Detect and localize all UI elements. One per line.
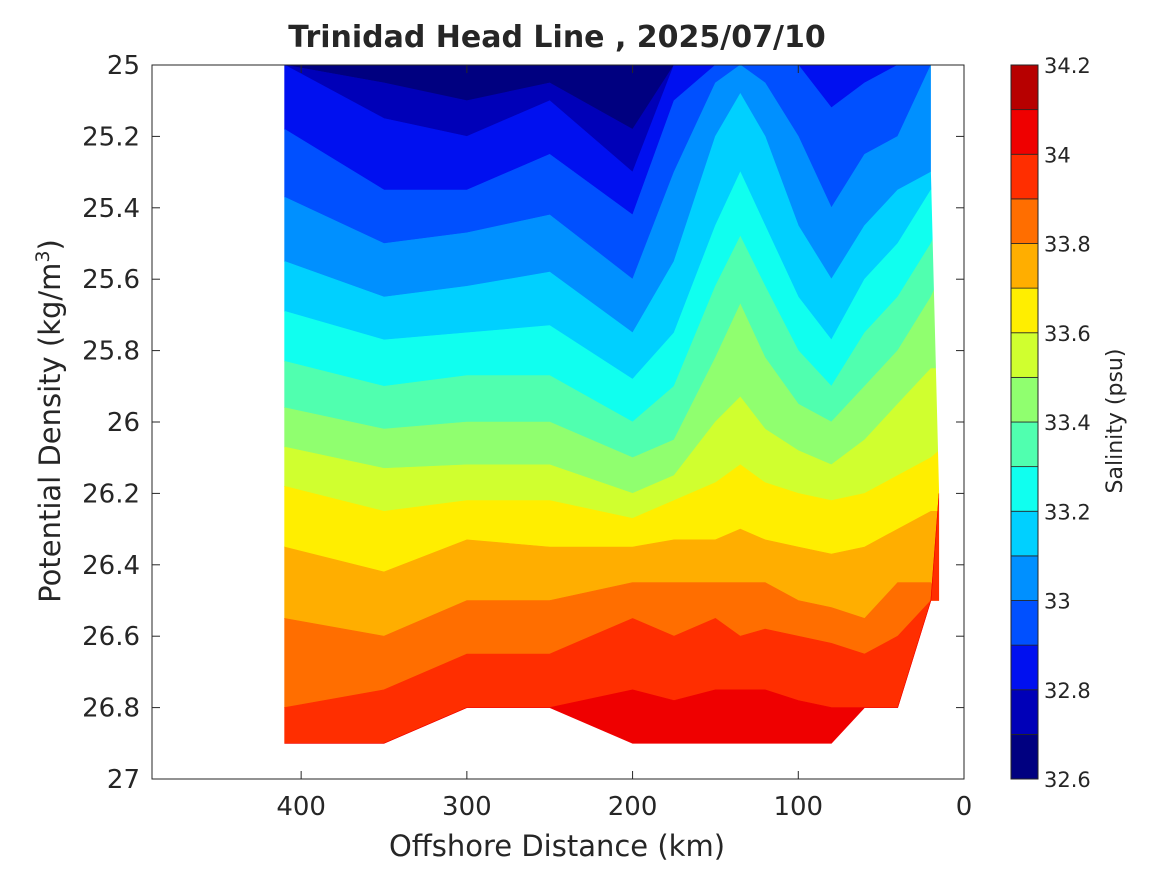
y-tick-label: 26.2 bbox=[82, 479, 140, 509]
colorbar-tick-label: 34 bbox=[1044, 143, 1071, 167]
x-tick-label: 400 bbox=[276, 792, 326, 822]
colorbar-segment bbox=[1010, 689, 1039, 735]
y-tick-label: 26.6 bbox=[82, 622, 140, 652]
y-tick-label: 25.8 bbox=[82, 337, 140, 367]
colorbar-segment bbox=[1010, 600, 1039, 646]
colorbar-tick-label: 32.6 bbox=[1044, 768, 1091, 792]
colorbar-segment bbox=[1010, 153, 1039, 200]
colorbar-segment bbox=[1010, 466, 1039, 512]
y-axis-label-suffix: ) bbox=[33, 239, 67, 250]
colorbar-tick-label: 33.2 bbox=[1044, 500, 1091, 524]
y-tick-label: 26.8 bbox=[82, 694, 140, 724]
x-tick-label: 200 bbox=[608, 792, 658, 822]
colorbar-tick-label: 33.8 bbox=[1044, 233, 1091, 257]
y-axis-label-main: Potential Density (kg/m bbox=[33, 263, 67, 603]
x-axis-label: Offshore Distance (km) bbox=[389, 829, 725, 863]
chart-title: Trinidad Head Line , 2025/07/10 bbox=[288, 20, 825, 55]
colorbar-segment bbox=[1010, 287, 1039, 334]
y-tick-label: 26.4 bbox=[82, 551, 140, 581]
colorbar-segment bbox=[1010, 644, 1039, 691]
colorbar-tick-label: 33.6 bbox=[1044, 322, 1091, 346]
colorbar-segment bbox=[1010, 555, 1039, 601]
colorbar-tick-label: 34.2 bbox=[1044, 54, 1091, 78]
salinity-contour-fills bbox=[284, 64, 940, 744]
colorbar-segment bbox=[1010, 198, 1039, 244]
y-axis-label-superscript: 3 bbox=[32, 250, 54, 262]
colorbar-segment bbox=[1010, 421, 1039, 468]
y-tick-label: 27 bbox=[107, 765, 140, 795]
colorbar-ticks: 32.6 32.8 33 33.2 33.4 33.6 33.8 34 34.2 bbox=[1044, 54, 1091, 792]
colorbar-frame bbox=[1010, 64, 1039, 780]
y-axis-ticks: 25 25.2 25.4 25.6 25.8 26 26.2 26.4 26.6 26.8 27 bbox=[82, 51, 964, 795]
coastal-mask bbox=[930, 65, 964, 779]
colorbar-segment bbox=[1010, 64, 1039, 111]
colorbar-segment bbox=[1010, 376, 1039, 423]
colorbar bbox=[1010, 64, 1039, 780]
x-tick-label: 300 bbox=[442, 792, 492, 822]
colorbar-tick-label: 33 bbox=[1044, 590, 1071, 614]
colorbar-segment bbox=[1010, 733, 1039, 780]
y-tick-label: 26 bbox=[107, 408, 140, 438]
x-tick-label: 0 bbox=[956, 792, 973, 822]
colorbar-segment bbox=[1010, 243, 1039, 289]
colorbar-tick-label: 32.8 bbox=[1044, 679, 1091, 703]
y-tick-label: 25.2 bbox=[82, 122, 140, 152]
colorbar-label: Salinity (psu) bbox=[1103, 349, 1128, 494]
y-tick-label: 25.6 bbox=[82, 265, 140, 295]
x-axis-ticks: 400 300 200 100 0 bbox=[276, 65, 972, 822]
x-tick-label: 100 bbox=[773, 792, 823, 822]
colorbar-segment bbox=[1010, 510, 1039, 557]
y-axis-label: Potential Density (kg/m3) bbox=[32, 239, 67, 603]
colorbar-segment bbox=[1010, 109, 1039, 155]
no-data-mask bbox=[930, 65, 964, 779]
y-tick-label: 25 bbox=[107, 51, 140, 81]
y-tick-label: 25.4 bbox=[82, 194, 140, 224]
colorbar-tick-label: 33.4 bbox=[1044, 411, 1091, 435]
colorbar-segment bbox=[1010, 332, 1039, 378]
